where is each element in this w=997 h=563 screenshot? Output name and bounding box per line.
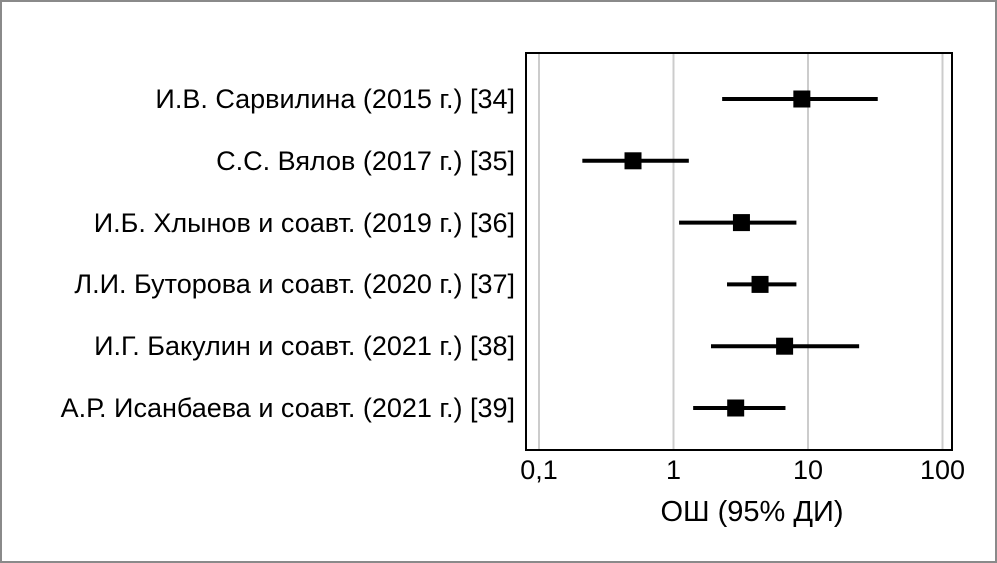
study-label: А.Р. Исанбаева и соавт. (2021 г.) [39]: [60, 393, 515, 423]
or-marker: [732, 214, 750, 232]
study-label: И.В. Сарвилина (2015 г.) [34]: [155, 84, 515, 114]
x-tick-label: 10: [792, 455, 824, 485]
x-tick-label: 0,1: [520, 455, 558, 485]
study-labels-column: И.В. Сарвилина (2015 г.) [34] С.С. Вялов…: [2, 2, 515, 561]
or-marker: [751, 275, 769, 293]
plot-frame: [525, 52, 953, 451]
study-label: И.Б. Хлынов и соавт. (2019 г.) [36]: [93, 207, 515, 238]
or-marker: [793, 90, 811, 108]
study-label: Л.И. Буторова и соавт. (2020 г.) [37]: [74, 269, 515, 300]
or-marker: [727, 399, 745, 417]
study-label: С.С. Вялов (2017 г.) [35]: [216, 145, 515, 176]
x-tick-label: 1: [665, 455, 682, 485]
x-tick-label: 100: [919, 455, 966, 485]
study-label: И.Г. Бакулин и соавт. (2021 г.) [38]: [94, 331, 515, 362]
or-marker: [776, 337, 794, 355]
x-axis-title: ОШ (95% ДИ): [660, 496, 844, 528]
or-marker: [624, 152, 642, 170]
